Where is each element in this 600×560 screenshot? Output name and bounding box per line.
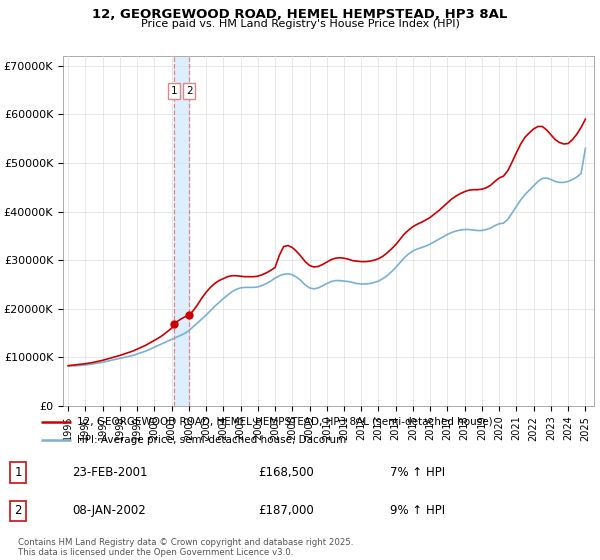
Text: £168,500: £168,500 <box>258 466 314 479</box>
Text: HPI: Average price, semi-detached house, Dacorum: HPI: Average price, semi-detached house,… <box>77 435 346 445</box>
Text: 23-FEB-2001: 23-FEB-2001 <box>72 466 148 479</box>
Text: 9% ↑ HPI: 9% ↑ HPI <box>390 505 445 517</box>
Text: 12, GEORGEWOOD ROAD, HEMEL HEMPSTEAD, HP3 8AL (semi-detached house): 12, GEORGEWOOD ROAD, HEMEL HEMPSTEAD, HP… <box>77 417 493 427</box>
Text: 08-JAN-2002: 08-JAN-2002 <box>72 505 146 517</box>
Text: 2: 2 <box>186 86 193 96</box>
Text: £187,000: £187,000 <box>258 505 314 517</box>
Bar <box>174 56 189 406</box>
Text: Price paid vs. HM Land Registry's House Price Index (HPI): Price paid vs. HM Land Registry's House … <box>140 19 460 29</box>
Text: 1: 1 <box>171 86 178 96</box>
Text: Contains HM Land Registry data © Crown copyright and database right 2025.
This d: Contains HM Land Registry data © Crown c… <box>18 538 353 557</box>
Text: 2: 2 <box>14 505 22 517</box>
Text: 7% ↑ HPI: 7% ↑ HPI <box>390 466 445 479</box>
Text: 1: 1 <box>14 466 22 479</box>
Text: 12, GEORGEWOOD ROAD, HEMEL HEMPSTEAD, HP3 8AL: 12, GEORGEWOOD ROAD, HEMEL HEMPSTEAD, HP… <box>92 8 508 21</box>
